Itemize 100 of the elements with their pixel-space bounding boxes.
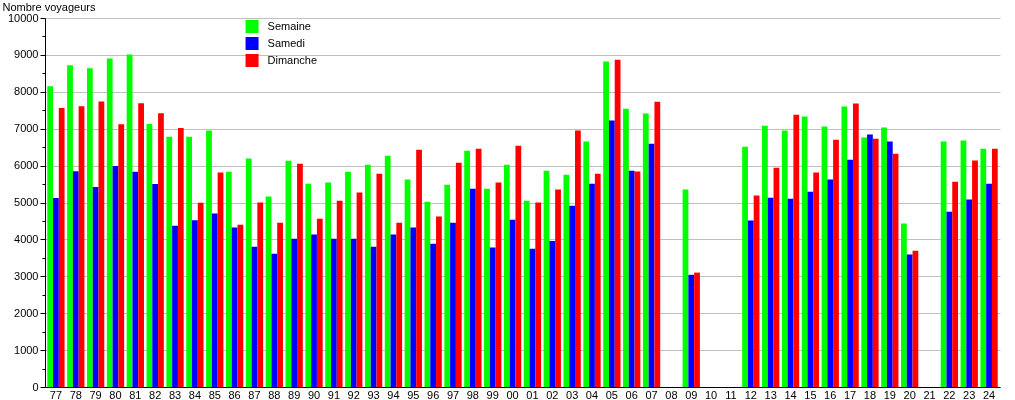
bar <box>801 116 808 387</box>
bar <box>86 68 93 387</box>
bar <box>654 101 661 387</box>
bar <box>192 220 198 387</box>
bar <box>166 136 173 387</box>
y-tick-label: 5000 <box>14 196 39 208</box>
legend-label: Dimanche <box>267 53 318 66</box>
bar <box>376 173 383 387</box>
x-tick-label: 91 <box>327 388 341 400</box>
x-tick-label: 89 <box>288 388 301 400</box>
bar <box>642 113 649 387</box>
legend-label: Semaine <box>267 19 311 32</box>
x-tick-label: 88 <box>268 388 281 400</box>
x-tick-label: 80 <box>109 388 122 400</box>
y-tick-label: 9000 <box>14 48 39 61</box>
bar <box>688 274 695 387</box>
x-tick-label: 08 <box>665 388 678 400</box>
x-tick-label: 93 <box>367 388 380 400</box>
bar <box>555 189 561 387</box>
x-tick-label: 06 <box>625 388 638 400</box>
x-tick-label: 10 <box>704 388 718 400</box>
x-tick-label: 96 <box>427 388 440 400</box>
bar <box>72 171 79 387</box>
bar <box>271 253 278 387</box>
x-tick-label: 01 <box>526 388 539 400</box>
bar <box>311 234 317 387</box>
x-tick-label: 09 <box>685 388 698 400</box>
y-tick-label: 3000 <box>14 269 39 282</box>
bar <box>484 188 490 387</box>
x-tick-label: 11 <box>725 388 737 400</box>
bar <box>813 172 820 387</box>
legend-label: Samedi <box>267 36 305 49</box>
x-tick-label: 82 <box>149 388 162 400</box>
y-tick-label: 7000 <box>14 122 39 135</box>
bar <box>350 238 357 387</box>
bar <box>53 198 59 387</box>
bar <box>450 222 456 387</box>
bar <box>793 114 800 387</box>
x-tick-label: 19 <box>883 388 896 400</box>
bar <box>305 183 312 387</box>
bar <box>762 125 768 387</box>
bar <box>331 238 337 387</box>
bar <box>197 202 204 387</box>
x-tick-label: 17 <box>843 388 857 400</box>
x-tick-label: 24 <box>982 388 996 400</box>
bar <box>384 155 391 387</box>
x-tick-label: 98 <box>466 388 479 400</box>
bar <box>430 243 437 387</box>
bar <box>861 137 868 387</box>
y-tick-label: 4000 <box>14 232 39 245</box>
bar <box>694 272 700 387</box>
bar <box>444 184 451 387</box>
bar <box>608 120 615 387</box>
x-tick-label: 97 <box>446 388 460 400</box>
bar <box>952 181 959 387</box>
x-tick-label: 81 <box>129 388 142 400</box>
bar <box>901 223 907 387</box>
bar <box>225 171 232 387</box>
bar <box>489 247 496 387</box>
bar <box>980 148 987 387</box>
bar <box>152 184 159 387</box>
x-tick-label: 94 <box>387 388 400 400</box>
x-tick-label: 13 <box>764 388 777 400</box>
bar <box>946 211 953 387</box>
bar <box>277 222 283 387</box>
bar <box>206 130 212 387</box>
bar <box>549 240 556 387</box>
bar <box>336 200 343 387</box>
bar <box>364 164 371 387</box>
bar <box>906 254 913 387</box>
bar <box>503 164 510 387</box>
bar <box>827 179 834 387</box>
bar <box>833 139 839 387</box>
bar <box>436 216 442 387</box>
bar <box>237 224 244 387</box>
x-tick-label: 99 <box>486 388 499 400</box>
bar <box>872 138 879 387</box>
bar <box>475 148 482 387</box>
bar <box>92 187 99 387</box>
bar <box>158 113 164 387</box>
x-tick-label: 23 <box>963 388 976 400</box>
bar <box>297 163 303 387</box>
bar <box>972 160 978 387</box>
y-tick-label: 6000 <box>14 159 39 172</box>
bar <box>852 103 859 387</box>
y-tick-label: 8000 <box>14 85 39 98</box>
bar <box>569 205 576 387</box>
bar <box>316 218 323 387</box>
bar <box>886 141 893 387</box>
x-tick-label: 87 <box>248 388 261 400</box>
y-tick-label: 2000 <box>14 306 39 319</box>
x-tick-label: 05 <box>605 388 618 400</box>
bar <box>106 58 113 387</box>
bar <box>410 227 417 387</box>
bar <box>118 124 125 387</box>
y-tick-label: 1000 <box>14 343 39 356</box>
bar <box>867 134 873 387</box>
x-tick-label: 92 <box>347 388 360 400</box>
bar <box>583 141 590 387</box>
bar <box>966 199 973 387</box>
